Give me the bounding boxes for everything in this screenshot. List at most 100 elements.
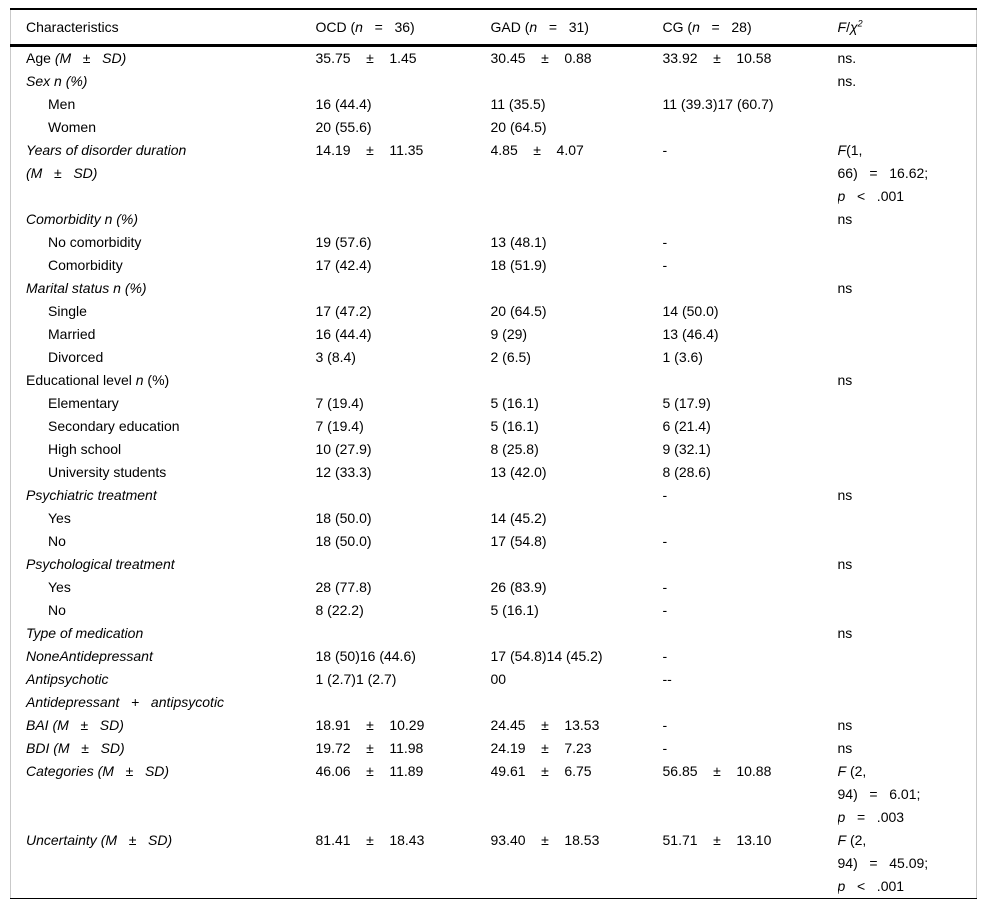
italic-run: Sex n (%) xyxy=(26,73,88,89)
table-row: No comorbidity 19 (57.6) 13 (48.1) - xyxy=(11,231,977,254)
table-cell: 10 (27.9) xyxy=(315,441,372,457)
table-cell xyxy=(663,507,838,530)
table-cell: 46.06 ± 11.89 xyxy=(315,763,424,779)
table-cell: ns xyxy=(837,625,853,641)
italic-run: Uncertainty (M ± SD) xyxy=(26,832,173,848)
table-cell: 7 (19.4) xyxy=(315,395,364,411)
table-cell xyxy=(316,484,491,507)
table-cell xyxy=(491,553,663,576)
table-cell: 35.75 ± 1.45 xyxy=(315,50,417,66)
italic-run: NoneAntidepressant xyxy=(26,648,153,664)
table-cell: 26 (83.9) xyxy=(490,579,547,595)
table-cell: 18 (50.0) xyxy=(315,533,372,549)
table-cell: 6 (21.4) xyxy=(662,418,711,434)
header-row: Characteristics OCD (n = 36) GAD (n = 31) C… xyxy=(10,9,977,46)
table-cell xyxy=(491,208,663,231)
table-cell xyxy=(316,208,491,231)
table-cell xyxy=(316,70,491,93)
column-header: F/χ2 xyxy=(837,17,863,35)
table-cell xyxy=(663,691,838,714)
table-cell: 49.61 ± 6.75 xyxy=(490,763,592,779)
table-cell: 5 (16.1) xyxy=(490,395,539,411)
table-cell: - xyxy=(662,533,668,549)
row-label: Yes xyxy=(48,510,71,526)
table-cell: 11 (35.5) xyxy=(490,96,546,112)
table-cell: 81.41 ± 18.43 xyxy=(315,832,425,848)
table-cell: 14 (50.0) xyxy=(662,303,719,319)
row-label: Uncertainty (M ± SD) xyxy=(11,829,316,899)
table-cell: 18 (50.0) xyxy=(315,510,372,526)
italic-run: n xyxy=(529,18,538,35)
row-label: BDI (M ± SD) xyxy=(11,737,316,760)
table-cell xyxy=(316,553,491,576)
table-body: Age (M ± SD) 35.75 ± 1.45 30.45 ± 0.88 33.9… xyxy=(11,46,977,899)
table-cell xyxy=(491,277,663,300)
table-cell: 13 (42.0) xyxy=(490,464,547,480)
table-cell xyxy=(838,93,977,116)
table-row: Years of disorder duration (M ± SD) 14.19… xyxy=(11,139,977,208)
row-label: Age (M ± SD) xyxy=(26,50,127,66)
table-cell: ns xyxy=(837,717,853,733)
table-cell: 93.40 ± 18.53 xyxy=(490,832,600,848)
table-cell xyxy=(316,369,491,392)
table-cell: ns. xyxy=(837,50,857,66)
table-row: Elementary 7 (19.4) 5 (16.1) 5 (17.9) xyxy=(11,392,977,415)
row-label: Sex n (%) xyxy=(11,70,316,93)
row-label: NoneAntidepressant xyxy=(11,645,316,668)
row-label: BAI (M ± SD) xyxy=(11,714,316,737)
table-row: University students 12 (33.3) 13 (42.0) 8 (… xyxy=(11,461,977,484)
table-cell: 8 (28.6) xyxy=(662,464,711,480)
row-label: Psychological treatment xyxy=(11,553,316,576)
table-cell: 24.45 ± 13.53 xyxy=(490,717,600,733)
row-label: Women xyxy=(48,119,96,135)
table-cell: 19.72 ± 11.98 xyxy=(315,740,424,756)
italic-run: BDI (M ± SD) xyxy=(26,740,125,756)
table-cell: - xyxy=(662,257,668,273)
row-label: No xyxy=(48,533,66,549)
table-cell: 2 (6.5) xyxy=(490,349,531,365)
table-cell: 8 (25.8) xyxy=(490,441,539,457)
table-row: High school 10 (27.9) 8 (25.8) 9 (32.1) xyxy=(11,438,977,461)
table-cell: 11 (39.3)17 (60.7) xyxy=(662,96,774,112)
table-cell: - xyxy=(662,487,668,503)
table-row: BAI (M ± SD) 18.91 ± 10.29 24.45 ± 13.53 - n… xyxy=(11,714,977,737)
table-cell: 00 xyxy=(490,671,507,687)
table-cell: 14 (45.2) xyxy=(490,510,547,526)
table-cell: 17 (47.2) xyxy=(315,303,372,319)
table-row: Psychological treatment ns xyxy=(11,553,977,576)
table-cell: 17 (54.8)14 (45.2) xyxy=(490,648,603,664)
row-label: Psychiatric treatment xyxy=(11,484,316,507)
italic-run: Antipsychotic xyxy=(26,671,109,687)
table-cell: 20 (55.6) xyxy=(315,119,372,135)
table-cell xyxy=(838,392,977,415)
row-label: Antipsychotic xyxy=(11,668,316,691)
italic-run: BAI (M ± SD) xyxy=(26,717,124,733)
table-cell: F(1, 66) = 16.62; p < .001 xyxy=(837,142,929,204)
italic-run: (M ± SD) xyxy=(54,50,127,66)
row-label: No xyxy=(48,602,66,618)
table-cell xyxy=(838,461,977,484)
table-row: Yes 18 (50.0) 14 (45.2) xyxy=(11,507,977,530)
table-cell: 17 (54.8) xyxy=(490,533,547,549)
table-cell: 19 (57.6) xyxy=(315,234,372,250)
table-cell: 1 (3.6) xyxy=(662,349,703,365)
row-label: Elementary xyxy=(48,395,119,411)
table-row: No 8 (22.2) 5 (16.1) - xyxy=(11,599,977,622)
table-cell: 18 (50)16 (44.6) xyxy=(315,648,416,664)
table-cell: - xyxy=(662,579,668,595)
italic-run: Psychiatric treatment xyxy=(26,487,157,503)
italic-run: Psychological treatment xyxy=(26,556,175,572)
column-header: OCD (n = 36) xyxy=(315,18,415,35)
participant-characteristics-table: Characteristics OCD (n = 36) GAD (n = 31) C… xyxy=(10,8,977,899)
table-cell xyxy=(838,576,977,599)
table-row: Women 20 (55.6) 20 (64.5) xyxy=(11,116,977,139)
table-cell xyxy=(491,484,663,507)
table-cell: 1 (2.7)1 (2.7) xyxy=(315,671,397,687)
table-cell xyxy=(838,116,977,139)
column-header: CG (n = 28) xyxy=(662,18,752,35)
table-row: Secondary education 7 (19.4) 5 (16.1) 6 (21… xyxy=(11,415,977,438)
table-cell: F (2, 94) = 45.09; p < .001 xyxy=(837,832,929,894)
table-cell xyxy=(663,208,838,231)
table-cell xyxy=(838,254,977,277)
